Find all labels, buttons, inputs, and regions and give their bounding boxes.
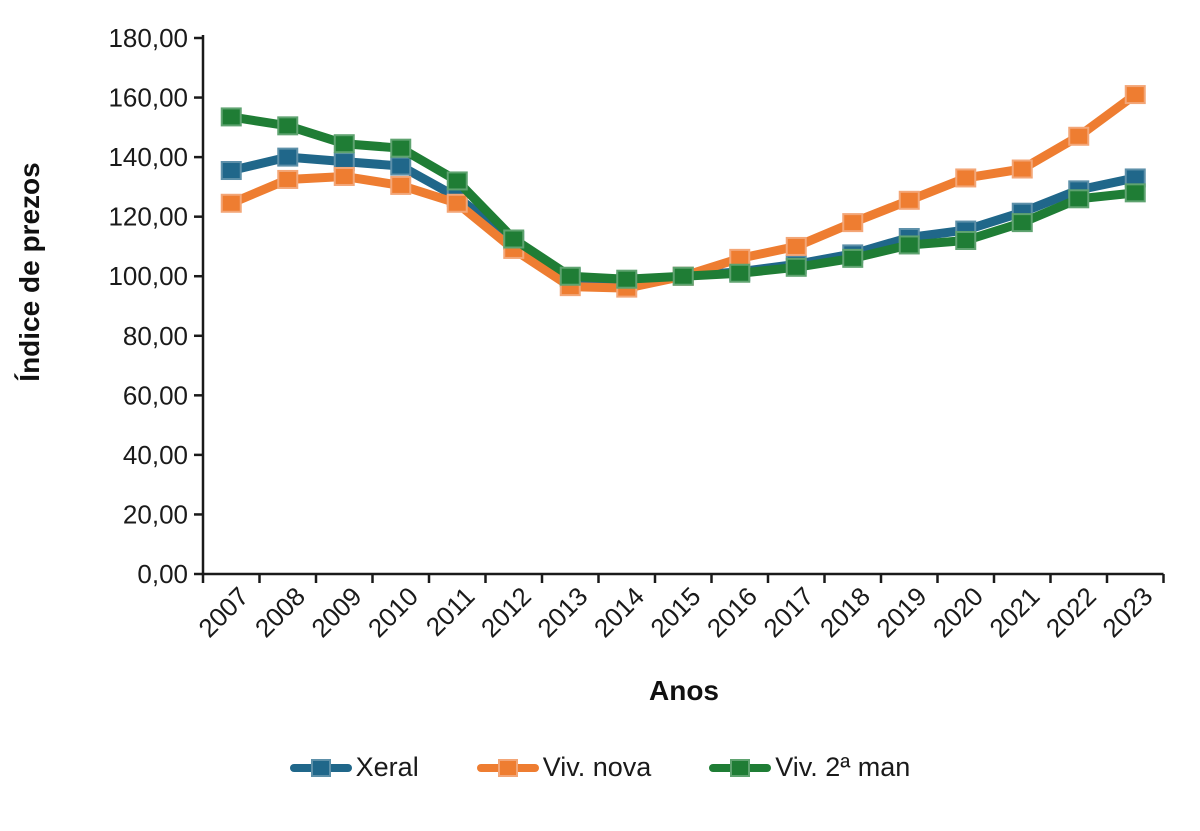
y-tick-label: 80,00 [123,321,188,351]
data-point-viv-2a-man [390,138,412,158]
x-tick-label: 2013 [531,581,593,643]
y-tick-label: 100,00 [108,261,188,291]
y-tick-label: 40,00 [123,440,188,470]
y-axis-title: Índice de prezos [14,162,45,382]
y-tick-label: 20,00 [123,499,188,529]
data-point-viv-2a-man [446,171,468,191]
data-point-viv-2a-man [785,257,807,277]
legend-marker-icon [497,758,518,777]
data-point-viv-2a-man [220,107,242,127]
data-point-viv-nova [898,190,920,210]
data-point-viv-nova [277,169,299,189]
legend-item-viv-2a-man: Viv. 2ª man [709,754,910,781]
legend-label: Viv. 2ª man [775,752,911,782]
x-tick-label: 2007 [192,581,254,643]
y-tick-label: 180,00 [108,23,188,53]
y-tick-label: 60,00 [123,380,188,410]
x-tick-label: 2018 [814,581,876,643]
x-tick-label: 2014 [588,581,650,643]
series-line-viv-2a-man [226,112,1140,284]
data-point-viv-nova [1124,85,1146,105]
legend-item-viv-nova: Viv. nova [476,752,652,782]
legend-item-xeral: Xeral [289,752,419,782]
data-point-viv-2a-man [503,229,525,249]
data-point-viv-2a-man [559,266,581,286]
x-tick-label: 2023 [1096,581,1158,643]
data-point-xeral [277,147,299,167]
x-tick-label: 2019 [870,581,932,643]
data-point-viv-nova [1068,126,1090,146]
x-axis-title: Anos [649,675,719,706]
x-tick-label: 2010 [362,581,424,643]
y-tick-label: 140,00 [108,142,188,172]
legend-marker-icon [310,758,331,777]
data-point-viv-2a-man [672,266,694,286]
x-tick-label: 2009 [305,581,367,643]
data-point-viv-nova [785,236,807,256]
data-point-viv-2a-man [955,230,977,250]
data-point-viv-2a-man [729,263,751,283]
data-point-viv-nova [955,168,977,188]
data-point-viv-nova [220,193,242,213]
legend-marker-icon [730,758,751,777]
x-tick-label: 2022 [1040,581,1102,643]
legend-swatch-icon [289,756,352,780]
legend: Xeral Viv. nova Viv. 2ª man [0,754,1200,781]
x-tick-label: 2020 [927,581,989,643]
y-tick-label: 120,00 [108,202,188,232]
legend-label: Xeral [355,752,419,782]
data-point-viv-2a-man [1011,213,1033,233]
data-point-viv-2a-man [1068,189,1090,209]
data-point-viv-nova [390,175,412,195]
data-point-xeral [390,156,412,176]
data-point-viv-2a-man [842,248,864,268]
x-tick-label: 2015 [644,581,706,643]
data-point-viv-nova [1011,159,1033,179]
series-line-viv-nova [226,90,1140,293]
data-point-viv-nova [446,193,468,213]
data-point-viv-nova [333,166,355,186]
legend-label: Viv. nova [542,752,652,782]
x-tick-label: 2016 [701,581,763,643]
x-tick-label: 2011 [420,581,481,642]
data-point-viv-2a-man [333,134,355,154]
data-point-viv-2a-man [277,116,299,136]
legend-swatch-icon [709,756,772,780]
y-tick-label: 0,00 [137,559,188,589]
data-point-viv-2a-man [616,269,638,289]
plot-svg: 0,00 20,00 40,00 60,00 80,00 100,00 120,00 140,… [108,23,1165,643]
data-point-viv-nova [842,213,864,233]
legend-swatch-icon [476,756,539,780]
data-point-viv-2a-man [1124,183,1146,203]
x-tick-label: 2021 [983,581,1045,643]
y-tick-label: 160,00 [108,83,188,113]
data-point-xeral [220,161,242,181]
x-tick-label: 2017 [757,581,819,643]
data-point-viv-2a-man [898,235,920,255]
x-tick-label: 2012 [475,581,537,643]
x-tick-label: 2008 [249,581,311,643]
